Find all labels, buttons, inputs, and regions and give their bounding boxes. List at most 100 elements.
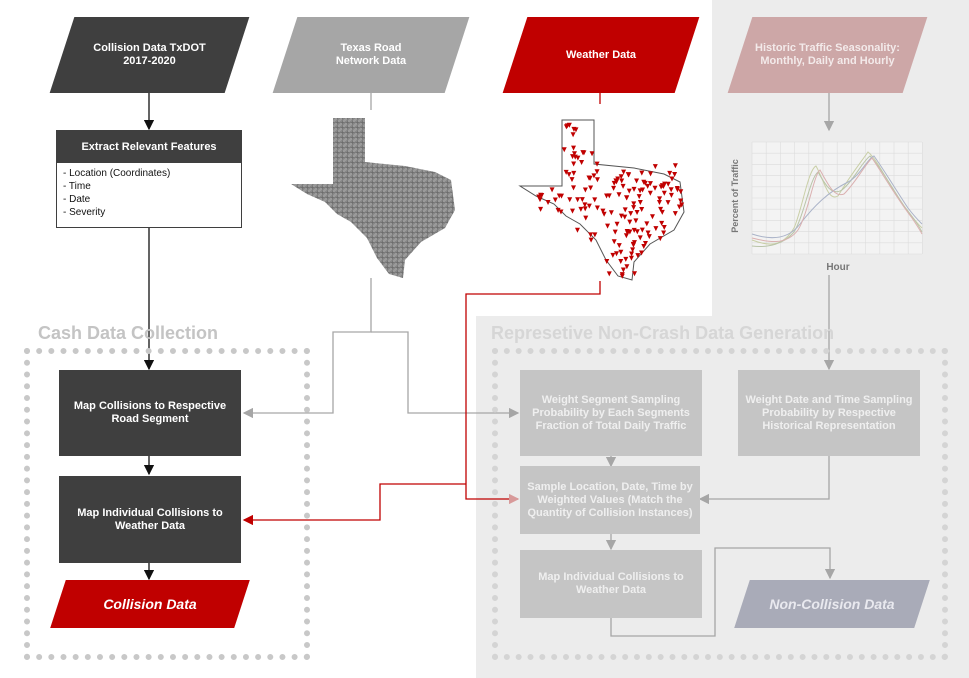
weather-station-marker xyxy=(620,267,626,273)
weather-station-marker xyxy=(628,211,634,217)
weather-station-marker xyxy=(578,206,584,212)
weather-station-marker xyxy=(586,203,592,209)
weather-station-marker xyxy=(631,186,637,192)
weather-station-marker xyxy=(612,229,618,235)
weather-station-marker xyxy=(627,219,633,225)
collision-data-output: Collision Data xyxy=(50,580,250,628)
weather-station-marker xyxy=(631,205,637,211)
weather-station-marker xyxy=(657,236,663,242)
weather-station-marker xyxy=(561,147,567,153)
weather-station-marker xyxy=(611,185,617,191)
weather-station-marker xyxy=(569,208,575,214)
weather-station-marker xyxy=(579,160,585,166)
weather-station-marker xyxy=(678,198,684,204)
traffic-seasonality-input: Historic Traffic Seasonality: Monthly, D… xyxy=(727,17,928,93)
weather-station-marker xyxy=(582,206,588,212)
weather-station-marker xyxy=(629,251,635,257)
weather-station-marker xyxy=(659,220,665,226)
weather-station-marker xyxy=(637,199,643,205)
weather-station-marker xyxy=(626,188,632,194)
weather-station-marker xyxy=(589,151,595,157)
weather-station-marker xyxy=(556,193,562,199)
weather-station-marker xyxy=(645,230,651,236)
weather-station-marker xyxy=(630,247,636,253)
weather-station-marker xyxy=(588,232,594,238)
weather-station-marker xyxy=(626,172,632,178)
noncrash-map-weather-box: Map Individual Collisions to Weather Dat… xyxy=(520,550,702,618)
weather-station-marker xyxy=(628,255,634,261)
weather-station-marker xyxy=(614,221,620,227)
weather-station-marker xyxy=(608,210,614,216)
weather-station-marker xyxy=(618,213,624,219)
weather-station-marker xyxy=(555,207,561,213)
weather-station-marker xyxy=(594,205,600,211)
weather-station-marker xyxy=(669,176,675,182)
weather-station-marker xyxy=(634,229,640,235)
weather-station-marker xyxy=(661,230,667,236)
weather-station-marker xyxy=(644,221,650,227)
texas-weather-stations-map xyxy=(518,119,685,281)
feature-list: - Location (Coordinates) - Time - Date -… xyxy=(63,167,241,219)
weather-station-marker xyxy=(632,271,638,277)
weather-station-marker xyxy=(667,170,673,176)
weather-station-marker xyxy=(656,200,662,206)
weather-station-marker xyxy=(575,155,581,161)
weather-station-marker xyxy=(661,224,667,230)
extract-features-box: Extract Relevant Features - Location (Co… xyxy=(56,130,242,228)
weather-station-marker xyxy=(639,250,645,256)
traffic-seasonality-chart: Percent of Traffic Hour xyxy=(730,141,923,273)
weather-station-marker xyxy=(639,227,645,233)
weather-station-marker xyxy=(618,258,624,264)
road-network-input: Texas Road Network Data xyxy=(272,17,470,93)
weather-station-marker xyxy=(600,208,606,214)
weather-station-marker xyxy=(634,209,640,215)
weather-station-marker xyxy=(637,188,643,194)
weather-station-marker xyxy=(665,181,671,187)
weather-station-marker xyxy=(658,206,664,212)
weather-station-marker xyxy=(591,173,597,179)
weather-station-marker xyxy=(639,206,645,212)
weather-station-marker xyxy=(647,190,653,196)
weather-data-input: Weather Data xyxy=(502,17,700,93)
weather-station-marker xyxy=(672,211,678,217)
weather-station-marker xyxy=(594,169,600,175)
weather-station-marker xyxy=(618,249,624,255)
weather-station-marker xyxy=(619,178,625,184)
weather-station-marker xyxy=(661,190,667,196)
weather-station-marker xyxy=(668,192,674,198)
weather-station-marker xyxy=(668,187,674,193)
weather-station-marker xyxy=(571,170,577,176)
weather-station-marker xyxy=(538,192,544,198)
traffic-chart-xlabel: Hour xyxy=(826,262,849,273)
weather-station-marker xyxy=(634,178,640,184)
weather-station-marker xyxy=(635,253,641,259)
weather-station-marker xyxy=(581,150,587,156)
weather-station-marker xyxy=(646,234,652,240)
weather-station-marker xyxy=(537,197,543,203)
weather-station-marker xyxy=(624,264,630,270)
traffic-chart-ylabel: Percent of Traffic xyxy=(730,159,740,233)
weight-time-box: Weight Date and Time Sampling Probabilit… xyxy=(738,370,920,456)
noncrash-section-border xyxy=(492,348,948,660)
texas-road-network-map xyxy=(291,118,455,278)
weather-station-marker xyxy=(633,218,639,224)
weather-station-marker xyxy=(611,239,617,245)
weather-station-marker xyxy=(631,227,637,233)
weather-station-marker xyxy=(639,170,645,176)
weather-station-marker xyxy=(605,223,611,229)
weather-station-marker xyxy=(583,215,589,221)
weather-station-marker xyxy=(552,197,558,203)
weather-station-marker xyxy=(653,226,659,232)
weather-station-marker xyxy=(641,244,647,250)
weight-segment-box: Weight Segment Sampling Probability by E… xyxy=(520,370,702,456)
weather-station-marker xyxy=(571,161,577,167)
weather-station-marker xyxy=(625,230,631,236)
weather-station-marker xyxy=(604,193,610,199)
weather-station-marker xyxy=(582,187,588,193)
weather-station-marker xyxy=(574,227,580,233)
extract-features-header: Extract Relevant Features xyxy=(57,131,241,163)
weather-station-marker xyxy=(601,211,607,217)
weather-station-marker xyxy=(616,243,622,249)
map-collisions-segment-box: Map Collisions to Respective Road Segmen… xyxy=(59,370,241,456)
